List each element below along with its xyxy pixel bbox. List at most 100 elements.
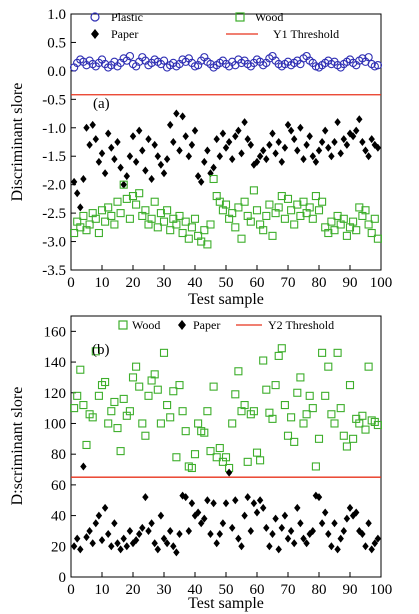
paper-point xyxy=(157,511,165,520)
wood-point xyxy=(178,407,187,416)
paper-point xyxy=(70,542,78,551)
wood-point xyxy=(166,226,175,235)
wood-point xyxy=(181,427,190,436)
wood-point xyxy=(200,226,209,235)
paper-point xyxy=(368,135,375,144)
wood-point xyxy=(327,217,336,226)
x-tick-label: 10 xyxy=(95,582,110,598)
wood-point xyxy=(159,348,169,357)
wood-point xyxy=(125,214,134,223)
wood-point xyxy=(147,214,156,223)
paper-point xyxy=(253,508,261,517)
paper-point xyxy=(374,534,382,543)
paper-point xyxy=(154,152,161,161)
wood-point xyxy=(209,382,218,391)
wood-point xyxy=(70,228,79,238)
paper-point xyxy=(334,118,341,127)
wood-point xyxy=(94,391,103,400)
wood-point xyxy=(287,413,296,422)
paper-point xyxy=(111,155,118,164)
wood-point xyxy=(153,385,162,394)
wood-point xyxy=(287,206,296,215)
paper-point xyxy=(269,129,276,138)
paper-point xyxy=(337,149,344,158)
wood-point xyxy=(296,211,305,221)
paper-point xyxy=(284,120,292,129)
paper-point xyxy=(328,542,335,551)
y-tick-label: 0 xyxy=(59,570,67,586)
x-tick-label: 60 xyxy=(250,582,265,598)
y-tick-label: 0.0 xyxy=(47,64,66,80)
paper-point xyxy=(297,123,304,132)
wood-point xyxy=(206,220,215,229)
wood-point xyxy=(212,453,221,462)
wood-point xyxy=(166,413,175,422)
wood-point xyxy=(299,197,308,206)
paper-point xyxy=(101,169,109,178)
paper-point xyxy=(204,496,211,505)
paper-point xyxy=(325,143,332,152)
paper-point xyxy=(315,146,323,155)
x-tick-label: 40 xyxy=(188,582,203,598)
wood-point xyxy=(119,180,128,189)
plastic-point xyxy=(125,51,135,61)
x-tick-label: 70 xyxy=(281,275,296,291)
paper-point xyxy=(92,135,99,144)
y-tick-label: 20 xyxy=(51,539,66,555)
paper-point xyxy=(362,542,369,551)
wood-point xyxy=(283,194,293,203)
y-tick-label: -1.5 xyxy=(42,149,66,165)
paper-point xyxy=(340,526,347,535)
paper-point xyxy=(101,503,109,512)
paper-point xyxy=(129,539,137,548)
paper-point xyxy=(148,174,155,183)
wood-point xyxy=(119,394,128,403)
wood-point xyxy=(128,191,138,201)
paper-point xyxy=(136,126,143,135)
wood-point xyxy=(373,420,382,430)
paper-point xyxy=(194,508,202,517)
wood-point xyxy=(364,362,373,371)
x-tick-label: 20 xyxy=(126,582,141,598)
wood-point xyxy=(234,367,243,376)
paper-point xyxy=(260,146,267,155)
paper-point xyxy=(225,138,233,146)
x-tick-label: 70 xyxy=(281,582,296,598)
paper-point xyxy=(365,519,372,528)
paper-point xyxy=(188,499,196,508)
paper-point xyxy=(151,140,158,149)
paper-point xyxy=(148,519,155,528)
paper-point xyxy=(170,542,177,551)
paper-point xyxy=(219,129,227,138)
paper-point xyxy=(325,530,332,539)
wood-point xyxy=(144,391,153,400)
wood-point xyxy=(243,457,252,466)
wood-point xyxy=(277,344,286,353)
paper-point xyxy=(108,542,115,551)
paper-point xyxy=(275,545,282,554)
paper-point xyxy=(318,138,326,146)
wood-point xyxy=(187,463,196,473)
paper-point xyxy=(315,493,323,502)
paper-point xyxy=(216,530,223,539)
wood-point xyxy=(283,431,293,440)
wood-point xyxy=(110,220,119,229)
paper-point xyxy=(222,143,230,152)
paper-point xyxy=(278,523,285,532)
legend-a: Plastic Wood Paper Y1 Threshold xyxy=(90,10,339,41)
paper-point xyxy=(182,493,189,502)
wood-point xyxy=(314,206,324,215)
wood-point xyxy=(373,234,382,243)
paper-point xyxy=(139,146,146,155)
wood-point xyxy=(361,425,370,434)
paper-point xyxy=(263,155,270,164)
paper-point xyxy=(303,140,310,149)
wood-point xyxy=(277,191,286,201)
wood-point xyxy=(228,209,237,218)
paper-point xyxy=(247,140,254,149)
paper-point xyxy=(272,149,279,158)
paper-point xyxy=(260,503,267,512)
wood-point xyxy=(271,381,280,390)
paper-point xyxy=(250,499,258,508)
